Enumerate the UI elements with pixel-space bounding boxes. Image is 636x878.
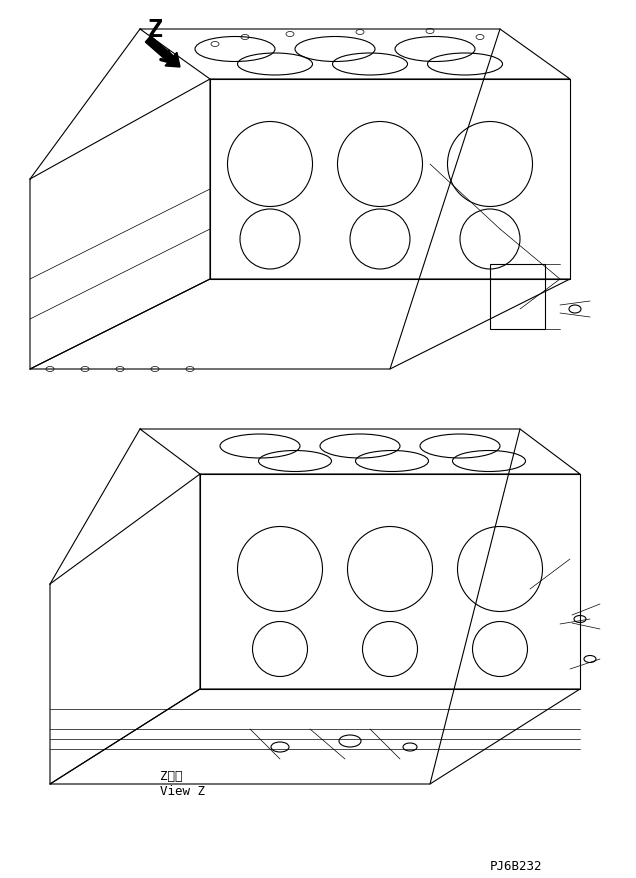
- Text: PJ6B232: PJ6B232: [490, 859, 543, 872]
- Bar: [490, 264, 545, 329]
- Text: Z: Z: [148, 18, 163, 42]
- Text: Z　視: Z 視: [160, 769, 183, 782]
- FancyArrow shape: [146, 37, 180, 68]
- Text: View Z: View Z: [160, 784, 205, 797]
